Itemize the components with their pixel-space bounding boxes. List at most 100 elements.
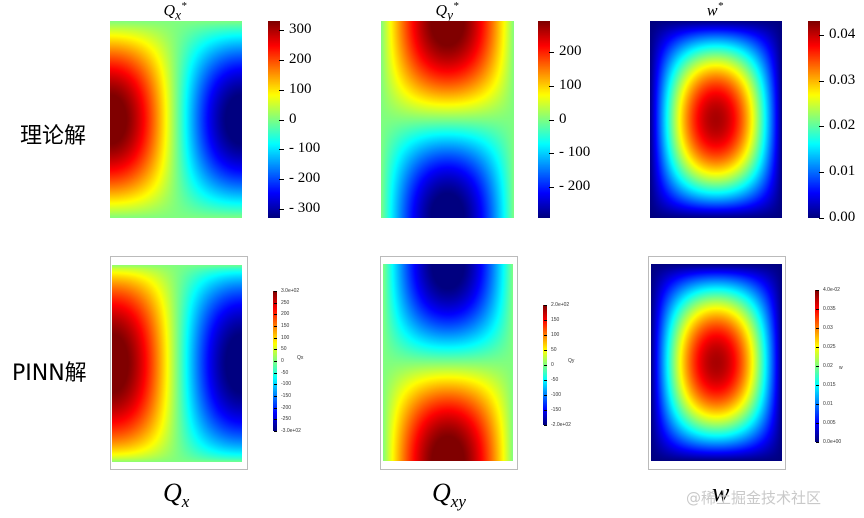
colorbar-tick-label: -100: [281, 381, 292, 388]
colorbar-tick-mark: [819, 34, 824, 36]
colorbar-tick-mark: [544, 305, 547, 306]
colorbar-tick-label: 0.04: [829, 25, 856, 42]
colorbar-tick-mark: [544, 350, 547, 351]
row-label-pinn: PINN解: [12, 361, 87, 386]
colorbar-tick-mark: [279, 29, 284, 31]
colorbar-tick-mark: [549, 119, 554, 121]
colorbar-ticks-w-theory: 0.04 0.03 0.02 0.01 0.00: [819, 21, 864, 225]
colorbar-tick-label: 250: [281, 299, 290, 306]
colorbar-tick-label: 0.0e+00: [823, 439, 842, 445]
colorbar-tick-mark: [549, 187, 554, 189]
colorbar-tick-mark: [816, 404, 819, 405]
colorbar-tick-label: -3.0e+02: [281, 428, 301, 434]
colorbar-tick-label: 2.0e+02: [551, 302, 570, 308]
colorbar-tick-mark: [819, 126, 824, 128]
colorbar-tick-mark: [549, 153, 554, 155]
bottom-label-qxy: Qxy: [432, 478, 466, 512]
colorbar-tick-label: -100: [551, 392, 562, 398]
heatmap-w-theory: [650, 21, 782, 218]
colorbar-tick-label: 0: [281, 358, 284, 364]
colorbar-tick-label: - 100: [289, 140, 321, 157]
colorbar-tick-label: -250: [281, 416, 292, 423]
colorbar-tick-mark: [816, 328, 819, 329]
colorbar-tick-label: 0.035: [823, 306, 836, 312]
colorbar-tick-label: -200: [281, 404, 292, 411]
colorbar-tick-label: 0.01: [823, 401, 833, 407]
colorbar-tick-label: -50: [551, 377, 559, 383]
colorbar-tick-label: 0.03: [829, 71, 856, 88]
colorbar-tick-label: 0.02: [829, 117, 856, 134]
colorbar-tick-mark: [274, 291, 277, 292]
colorbar-qy-theory: [538, 21, 550, 218]
colorbar-tick-mark: [274, 361, 277, 362]
colorbar-ticks-qxy-pinn: 2.0e+02 150 100 50 0 -50 -100 -150 -2.0e+02: [544, 302, 579, 428]
colorbar-ticks-qx-theory: 300 200 100 0 - 100 - 200 - 300: [279, 20, 344, 218]
axes-frame-w-pinn: [648, 256, 786, 470]
colorbar-tick-mark: [544, 410, 547, 411]
colorbar-tick-label: 100: [551, 332, 560, 338]
colorbar-tick-label: 0.015: [823, 382, 836, 388]
colorbar-tick-label: 0.02: [823, 363, 833, 369]
colorbar-tick-mark: [819, 80, 824, 82]
colorbar-tick-label: -2.0e+02: [551, 422, 571, 428]
colorbar-tick-mark: [816, 385, 819, 386]
colorbar-tick-label: 0.01: [829, 163, 856, 180]
colorbar-tick-mark: [274, 372, 277, 374]
colorbar-ticks-qx-pinn: 3.0e+02 250 200 150 100 50 0 -50 -100 -150 -200 -25…: [274, 288, 309, 434]
colorbar-tick-label: -150: [281, 393, 292, 399]
colorbar-tick-label: - 200: [289, 170, 321, 187]
colorbar-tick-label: 150: [281, 323, 290, 329]
colorbar-ticks-qy-theory: 200 100 0 - 100 - 200: [549, 21, 614, 218]
colorbar-tick-mark: [816, 423, 819, 424]
colorbar-tick-mark: [274, 337, 277, 339]
colorbar-tick-mark: [274, 396, 277, 397]
colorbar-tick-mark: [279, 89, 284, 91]
colorbar-tick-label: 200: [281, 311, 290, 318]
colorbar-tick-label: 50: [281, 346, 287, 353]
panel-title-qy: Qy*: [435, 0, 459, 23]
heatmap-qx-theory: [110, 21, 242, 218]
colorbar-tick-label: 0: [559, 110, 567, 127]
colorbar-tick-mark: [816, 309, 819, 310]
colorbar-tick-label: 3.0e+02: [281, 288, 300, 294]
colorbar-tick-label: 4.0e-02: [823, 287, 840, 293]
colorbar-tick-label: 0.03: [823, 325, 833, 331]
colorbar-label-qx-pinn: Qx: [297, 355, 304, 361]
colorbar-tick-label: -50: [281, 369, 289, 376]
colorbar-tick-label: 0: [551, 362, 554, 368]
colorbar-tick-label: 200: [289, 50, 312, 67]
colorbar-tick-mark: [549, 85, 554, 87]
colorbar-ticks-w-pinn: 4.0e-02 0.035 0.03 0.025 0.02 0.015 0.01 0.005 0…: [816, 287, 861, 445]
row-label-theory: 理论解: [20, 124, 87, 149]
colorbar-tick-mark: [544, 425, 547, 426]
colorbar-tick-mark: [279, 149, 284, 151]
colorbar-tick-mark: [279, 59, 284, 61]
colorbar-label-w-pinn: w: [839, 365, 843, 371]
colorbar-tick-mark: [549, 51, 554, 53]
colorbar-tick-mark: [274, 431, 277, 432]
colorbar-tick-label: 0.005: [823, 420, 836, 426]
colorbar-tick-label: 300: [289, 20, 312, 37]
panel-title-w: w*: [706, 0, 724, 20]
colorbar-tick-mark: [819, 172, 824, 174]
colorbar-tick-label: -150: [551, 407, 562, 413]
colorbar-tick-mark: [274, 302, 277, 304]
colorbar-tick-mark: [819, 218, 824, 219]
colorbar-tick-mark: [544, 365, 547, 366]
bottom-label-w: w: [712, 478, 730, 507]
colorbar-tick-mark: [816, 366, 819, 367]
colorbar-tick-label: 0.025: [823, 344, 836, 350]
colorbar-tick-label: 0.00: [829, 209, 856, 225]
colorbar-qx-theory: [268, 21, 280, 218]
heatmap-qy-theory: [381, 21, 514, 218]
watermark: @稀土掘金技术社区: [686, 489, 822, 507]
heatmap-qxy-pinn: [383, 264, 513, 461]
colorbar-tick-label: 200: [559, 42, 582, 59]
colorbar-tick-mark: [544, 335, 547, 336]
colorbar-tick-mark: [816, 442, 819, 443]
axes-frame-qx-pinn: [110, 256, 248, 470]
colorbar-tick-label: 50: [551, 347, 557, 353]
colorbar-tick-mark: [274, 407, 277, 409]
colorbar-tick-mark: [544, 380, 547, 381]
colorbar-tick-mark: [274, 384, 277, 386]
